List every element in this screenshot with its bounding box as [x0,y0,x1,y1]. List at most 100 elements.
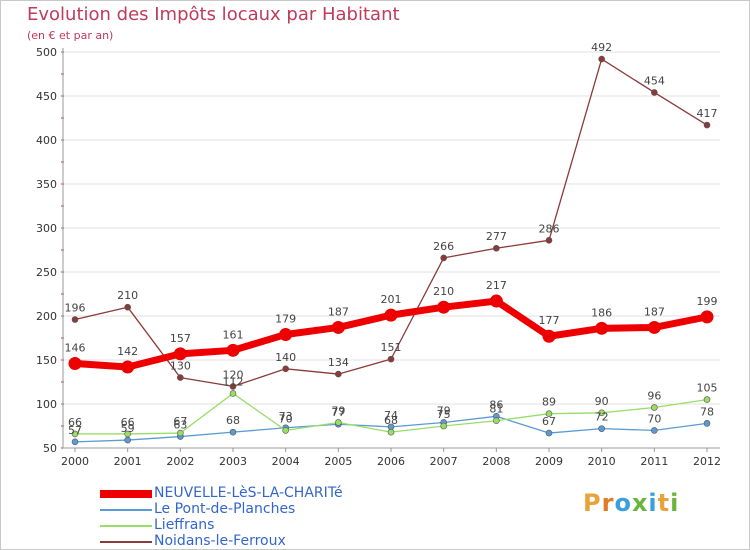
data-point [226,343,240,357]
plot-area [63,48,720,448]
data-point [173,347,187,361]
data-point [279,327,293,341]
data-label: 86 [489,398,503,411]
logo-letter: i [670,489,680,517]
data-point [700,310,714,324]
data-label: 70 [279,412,293,425]
data-point [598,409,605,417]
data-point [71,430,79,438]
x-tick-label: 2007 [430,455,458,468]
data-point [282,365,289,373]
data-point [545,410,553,417]
data-point [71,438,79,446]
data-point [331,320,345,334]
data-point [647,320,661,334]
data-point [335,419,342,426]
data-label: 210 [117,289,138,302]
data-label: 417 [697,107,718,120]
data-label: 140 [275,351,296,364]
legend-swatch [100,541,152,543]
data-point [177,374,184,381]
data-point [545,429,553,437]
data-point [124,430,131,438]
logo-letter: x [631,489,649,517]
data-label: 75 [437,408,451,421]
data-label: 67 [542,415,556,428]
logo-letter: i [648,489,658,517]
data-point [121,360,135,374]
data-label: 187 [328,305,349,318]
legend-swatch [100,490,152,498]
x-tick-label: 2006 [377,455,405,468]
x-tick-label: 2011 [640,455,668,468]
data-label: 210 [433,285,454,298]
data-point [387,428,395,436]
data-point [703,396,711,403]
data-label: 201 [381,293,402,306]
data-point [229,390,237,397]
data-point [595,321,609,335]
x-tick-label: 2000 [61,455,89,468]
y-tick-label: 400 [36,134,57,147]
data-label: 105 [697,382,718,395]
data-label: 72 [595,411,609,424]
x-tick-label: 2001 [114,455,142,468]
data-point [384,308,398,322]
data-point [651,427,658,434]
data-point [598,425,605,432]
x-tick-label: 2010 [588,455,616,468]
legend-label: Lieffrans [154,517,215,533]
data-point [440,254,447,262]
data-label: 74 [384,409,398,422]
logo-letter: t [657,489,671,517]
data-label: 78 [700,405,714,418]
x-tick-label: 2008 [482,455,510,468]
data-label: 151 [381,341,402,354]
data-label: 157 [170,332,191,345]
data-label: 266 [433,240,454,253]
legend-label: Noidans-le-Ferroux [154,533,286,549]
data-label: 79 [331,404,345,417]
data-label: 277 [486,230,507,243]
grid [63,48,720,449]
legend-label: Le Pont-de-Planches [154,501,296,517]
data-point [229,428,237,436]
data-point [489,294,503,308]
data-point [229,383,237,390]
data-label: 59 [121,422,135,435]
data-point [493,244,500,252]
data-point [68,357,82,371]
data-label: 130 [170,360,191,373]
data-label: 96 [647,390,661,403]
y-tick-label: 50 [43,442,57,455]
data-label: 79 [437,404,451,417]
data-point [437,300,451,314]
x-tick-label: 2005 [324,455,352,468]
series-lines [68,55,714,446]
data-label: 90 [595,395,609,408]
y-tick-label: 200 [36,310,57,323]
data-label: 142 [117,345,138,358]
logo-letter: r [601,489,615,517]
y-tick-label: 100 [36,398,57,411]
x-tick-label: 2012 [693,455,721,468]
y-tick-label: 450 [36,90,57,103]
proxiti-logo: Proxiti [583,489,679,517]
x-tick-label: 2004 [272,455,300,468]
data-label: 81 [489,403,503,416]
data-label: 217 [486,279,507,292]
data-point [335,370,342,378]
data-label: 77 [331,406,345,419]
y-tick-label: 300 [36,222,57,235]
data-label: 177 [539,314,560,327]
chart-subtitle: (en € et par an) [27,29,114,42]
y-tick-label: 500 [36,46,57,59]
y-tick-label: 250 [36,266,57,279]
data-label: 199 [697,295,718,308]
data-label: 66 [121,416,135,429]
axes: 50 100 150 200 250 300 350 400 450 500 2000 2001 200… [36,46,721,468]
data-label: 146 [65,342,86,355]
logo-letter: o [614,489,632,517]
data-label: 286 [539,222,560,235]
